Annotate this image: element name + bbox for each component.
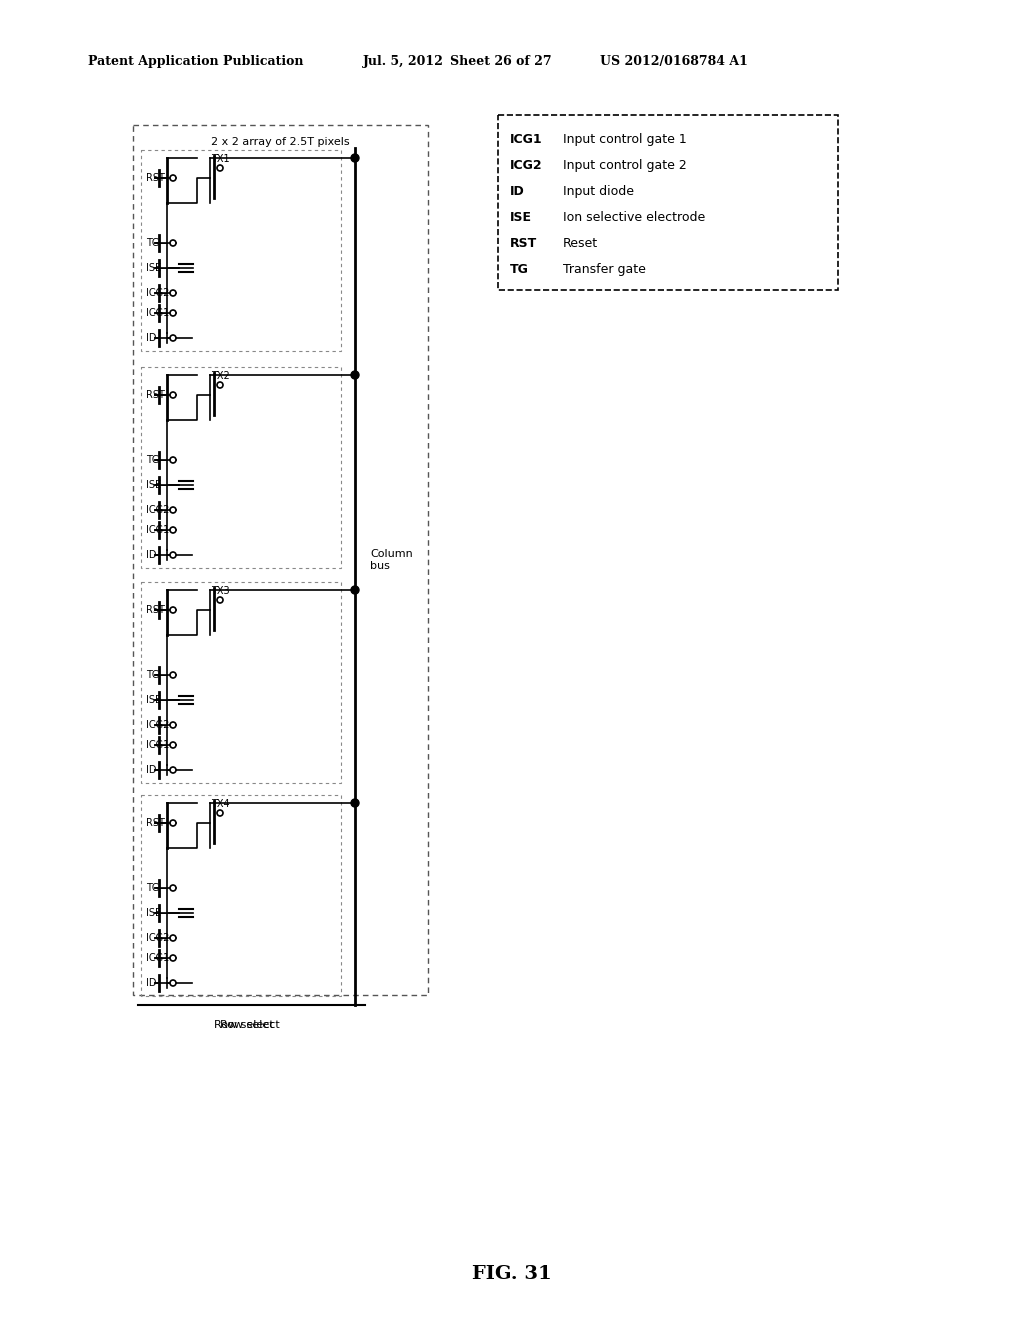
Circle shape — [351, 799, 359, 807]
Text: TG: TG — [146, 883, 160, 894]
Text: TG: TG — [510, 263, 528, 276]
Text: RST: RST — [146, 173, 165, 183]
Text: RST: RST — [510, 238, 538, 249]
Text: TX3: TX3 — [211, 586, 229, 597]
Circle shape — [170, 954, 176, 961]
Text: Jul. 5, 2012: Jul. 5, 2012 — [362, 55, 443, 69]
Text: Ion selective electrode: Ion selective electrode — [563, 211, 706, 224]
Text: ISE: ISE — [146, 696, 161, 705]
Text: Input control gate 2: Input control gate 2 — [563, 158, 687, 172]
Text: ICG2: ICG2 — [146, 506, 169, 515]
Text: ICG1: ICG1 — [146, 741, 169, 750]
Text: ID: ID — [146, 766, 157, 775]
Text: ISE: ISE — [146, 908, 161, 917]
Text: RST: RST — [146, 389, 165, 400]
Text: Reset: Reset — [563, 238, 598, 249]
Text: ID: ID — [510, 185, 524, 198]
Circle shape — [170, 507, 176, 513]
Text: ID: ID — [146, 550, 157, 560]
Text: ICG2: ICG2 — [146, 933, 169, 942]
Circle shape — [351, 586, 359, 594]
Text: ICG1: ICG1 — [146, 525, 169, 535]
Circle shape — [170, 552, 176, 558]
Text: ID: ID — [146, 333, 157, 343]
Circle shape — [170, 979, 176, 986]
Circle shape — [217, 381, 223, 388]
Circle shape — [170, 935, 176, 941]
Text: ISE: ISE — [146, 263, 161, 273]
Text: Transfer gate: Transfer gate — [563, 263, 646, 276]
Text: ICG2: ICG2 — [146, 719, 169, 730]
Text: Sheet 26 of 27: Sheet 26 of 27 — [450, 55, 552, 69]
Text: TX1: TX1 — [211, 154, 229, 164]
Circle shape — [170, 884, 176, 891]
Text: TG: TG — [146, 238, 160, 248]
Text: Input diode: Input diode — [563, 185, 634, 198]
Text: FIG. 31: FIG. 31 — [472, 1265, 552, 1283]
Circle shape — [170, 722, 176, 729]
Circle shape — [217, 165, 223, 172]
Circle shape — [170, 742, 176, 748]
Text: Patent Application Publication: Patent Application Publication — [88, 55, 303, 69]
Text: US 2012/0168784 A1: US 2012/0168784 A1 — [600, 55, 748, 69]
Circle shape — [170, 767, 176, 774]
Circle shape — [217, 597, 223, 603]
Text: 2 x 2 array of 2.5T pixels: 2 x 2 array of 2.5T pixels — [211, 137, 350, 147]
Circle shape — [170, 607, 176, 612]
Text: ICG1: ICG1 — [146, 308, 169, 318]
Text: RST: RST — [146, 605, 165, 615]
Circle shape — [170, 335, 176, 341]
Circle shape — [170, 820, 176, 826]
Text: TG: TG — [146, 455, 160, 465]
Text: Input control gate 1: Input control gate 1 — [563, 133, 687, 147]
Text: TX2: TX2 — [211, 371, 229, 381]
Circle shape — [170, 392, 176, 399]
Text: Row select: Row select — [220, 1020, 280, 1030]
Text: ISE: ISE — [510, 211, 532, 224]
Text: ISE: ISE — [146, 480, 161, 490]
Circle shape — [170, 176, 176, 181]
Circle shape — [170, 240, 176, 246]
Circle shape — [170, 310, 176, 315]
Circle shape — [351, 371, 359, 379]
Circle shape — [170, 672, 176, 678]
Text: ICG2: ICG2 — [146, 288, 169, 298]
Circle shape — [170, 527, 176, 533]
Text: Row select: Row select — [214, 1020, 273, 1030]
Text: Column
bus: Column bus — [370, 549, 413, 570]
Circle shape — [217, 810, 223, 816]
Circle shape — [351, 154, 359, 162]
Circle shape — [170, 457, 176, 463]
Text: ICG2: ICG2 — [510, 158, 543, 172]
Text: TG: TG — [146, 671, 160, 680]
Text: ID: ID — [146, 978, 157, 987]
Text: RST: RST — [146, 818, 165, 828]
Circle shape — [170, 290, 176, 296]
Text: TX4: TX4 — [211, 799, 229, 809]
Text: ICG1: ICG1 — [146, 953, 169, 964]
Text: ICG1: ICG1 — [510, 133, 543, 147]
